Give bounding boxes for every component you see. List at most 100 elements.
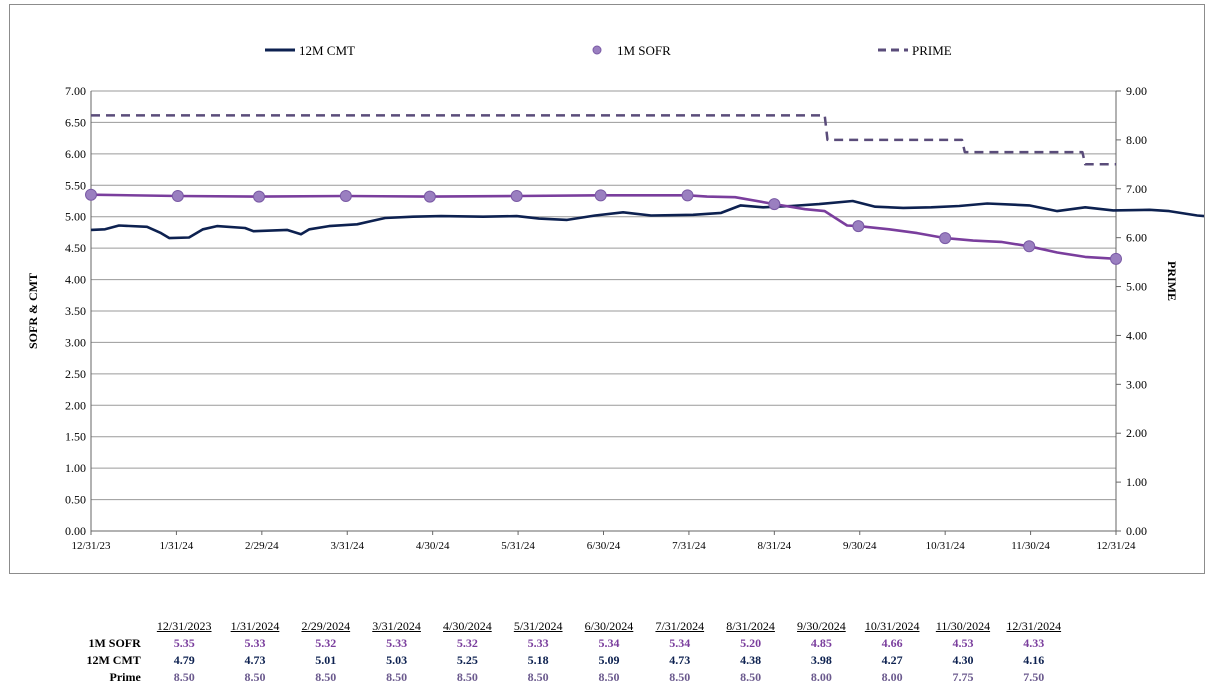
y2-tick-label: 2.00	[1126, 426, 1147, 440]
y-tick-label: 0.50	[65, 493, 86, 507]
rate-chart: 0.00 0.50 1.00 1.50 2.00 2.50 3.00 3.50 4.00 4.50…	[26, 43, 1204, 552]
table-cell: 4.16	[1023, 653, 1045, 667]
table-cell: 8.50	[244, 670, 266, 684]
x-tick-label: 12/31/23	[71, 540, 111, 552]
table-date-header: 2/29/2024	[301, 619, 351, 633]
table-date-header: 12/31/2024	[1006, 619, 1062, 633]
table-corner	[78, 618, 149, 635]
table-cell: 4.79	[173, 653, 195, 667]
sofr-marker	[594, 189, 607, 202]
table-cell: 8.50	[527, 670, 549, 684]
table-cell: 5.32	[315, 636, 337, 650]
table-cell: 5.09	[598, 653, 620, 667]
y2-axis-title: PRIME	[1165, 261, 1179, 301]
table-cell: 5.35	[173, 636, 195, 650]
y-tick-label: 6.00	[65, 147, 86, 161]
y-tick-label: 1.00	[65, 461, 86, 475]
table-header-row: 12/31/2023 1/31/2024 2/29/2024 3/31/2024 4/3…	[78, 618, 1069, 635]
y2-tick-label: 4.00	[1126, 328, 1147, 342]
table-cell: 5.03	[386, 653, 408, 667]
table-row: 1M SOFR 5.35 5.33 5.32 5.33 5.32 5.33 5.34 5.34 5…	[78, 635, 1069, 652]
table-date-header: 1/31/2024	[230, 619, 280, 633]
sofr-marker	[339, 189, 352, 202]
table-cell: 7.50	[1023, 670, 1045, 684]
table-cell: 4.73	[669, 653, 691, 667]
y-tick-label: 2.00	[65, 398, 86, 412]
legend-label: 1M SOFR	[617, 43, 671, 58]
table-cell: 4.38	[740, 653, 762, 667]
y-tick-label: 1.50	[65, 430, 86, 444]
x-tick-label: 3/31/24	[330, 540, 364, 552]
table-cell: 5.34	[598, 636, 620, 650]
table-cell: 8.50	[386, 670, 408, 684]
table-date-header: 10/31/2024	[864, 619, 920, 633]
y-tick-label: 5.00	[65, 210, 86, 224]
table-date-header: 8/31/2024	[726, 619, 775, 633]
table-cell: 4.53	[952, 636, 974, 650]
x-tick-label: 2/29/24	[245, 540, 279, 552]
x-tick-label: 8/31/24	[758, 540, 792, 552]
y2-tick-label: 5.00	[1126, 280, 1147, 294]
sofr-marker	[1110, 252, 1122, 265]
table-cell: 4.33	[1023, 636, 1045, 650]
sofr-marker	[768, 198, 781, 211]
y2-tick-label: 8.00	[1126, 133, 1147, 147]
table-row: Prime 8.50 8.50 8.50 8.50 8.50 8.50 8.50 8.50 8.5…	[78, 669, 1069, 686]
x-tick-label: 6/30/24	[587, 540, 621, 552]
y-tick-label: 2.50	[65, 367, 86, 381]
table-cell: 7.75	[952, 670, 974, 684]
y2-tick-label: 3.00	[1126, 377, 1147, 391]
y2-tick-label: 6.00	[1126, 231, 1147, 245]
y-tick-label: 7.00	[65, 84, 86, 98]
table-date-header: 7/31/2024	[655, 619, 705, 633]
sofr-marker	[939, 232, 952, 245]
y2-tick-label: 9.00	[1126, 84, 1147, 98]
y-tick-label: 6.50	[65, 115, 86, 129]
summary-table: 12/31/2023 1/31/2024 2/29/2024 3/31/2024 4/3…	[78, 618, 1069, 686]
x-tick-label: 5/31/24	[501, 540, 535, 552]
table-date-header: 5/31/2024	[513, 619, 563, 633]
y-tick-label: 5.50	[65, 178, 86, 192]
table-cell: 8.50	[669, 670, 691, 684]
series-line-12m-cmt	[90, 199, 1204, 240]
y-tick-label: 0.00	[65, 524, 86, 538]
table-cell: 8.50	[740, 670, 762, 684]
table-cell: 5.01	[315, 653, 337, 667]
x-tick-label: 10/31/24	[926, 540, 966, 552]
table-cell: 5.25	[456, 653, 478, 667]
x-tick-label: 4/30/24	[416, 540, 450, 552]
table-date-header: 12/31/2023	[156, 619, 212, 633]
table-date-header: 9/30/2024	[797, 619, 846, 633]
sofr-marker	[510, 189, 523, 202]
table-cell: 5.18	[527, 653, 549, 667]
table-cell: 5.20	[740, 636, 762, 650]
y-tick-label: 3.50	[65, 304, 86, 318]
table-cell: 8.00	[810, 670, 832, 684]
legend-label: PRIME	[912, 43, 952, 58]
y-tick-label: 4.00	[65, 273, 86, 287]
y-tick-label: 3.00	[65, 335, 86, 349]
table-cell: 4.85	[810, 636, 832, 650]
series-line-prime	[91, 114, 1116, 166]
table-cell: 8.50	[456, 670, 478, 684]
x-tick-label: 7/31/24	[672, 540, 706, 552]
table-cell: 8.50	[315, 670, 337, 684]
chart-frame: 0.00 0.50 1.00 1.50 2.00 2.50 3.00 3.50 4.00 4.50…	[9, 4, 1205, 574]
sofr-marker	[852, 220, 865, 233]
y-axis-title: SOFR & CMT	[26, 273, 40, 349]
y-tick-label: 4.50	[65, 241, 86, 255]
table-cell: 4.27	[881, 653, 903, 667]
sofr-marker	[423, 190, 436, 203]
table-row-label: 1M SOFR	[88, 636, 141, 650]
table-row-label: Prime	[109, 670, 141, 684]
table-date-header: 4/30/2024	[443, 619, 492, 633]
x-tick-label: 1/31/24	[160, 540, 194, 552]
table-cell: 4.30	[952, 653, 974, 667]
y2-tick-label: 1.00	[1126, 475, 1147, 489]
legend-label: 12M CMT	[299, 43, 355, 58]
y2-tick-label: 0.00	[1126, 524, 1147, 538]
table-cell: 5.33	[386, 636, 408, 650]
table-date-header: 3/31/2024	[372, 619, 421, 633]
table-cell: 8.50	[173, 670, 195, 684]
table-cell: 3.98	[810, 653, 832, 667]
